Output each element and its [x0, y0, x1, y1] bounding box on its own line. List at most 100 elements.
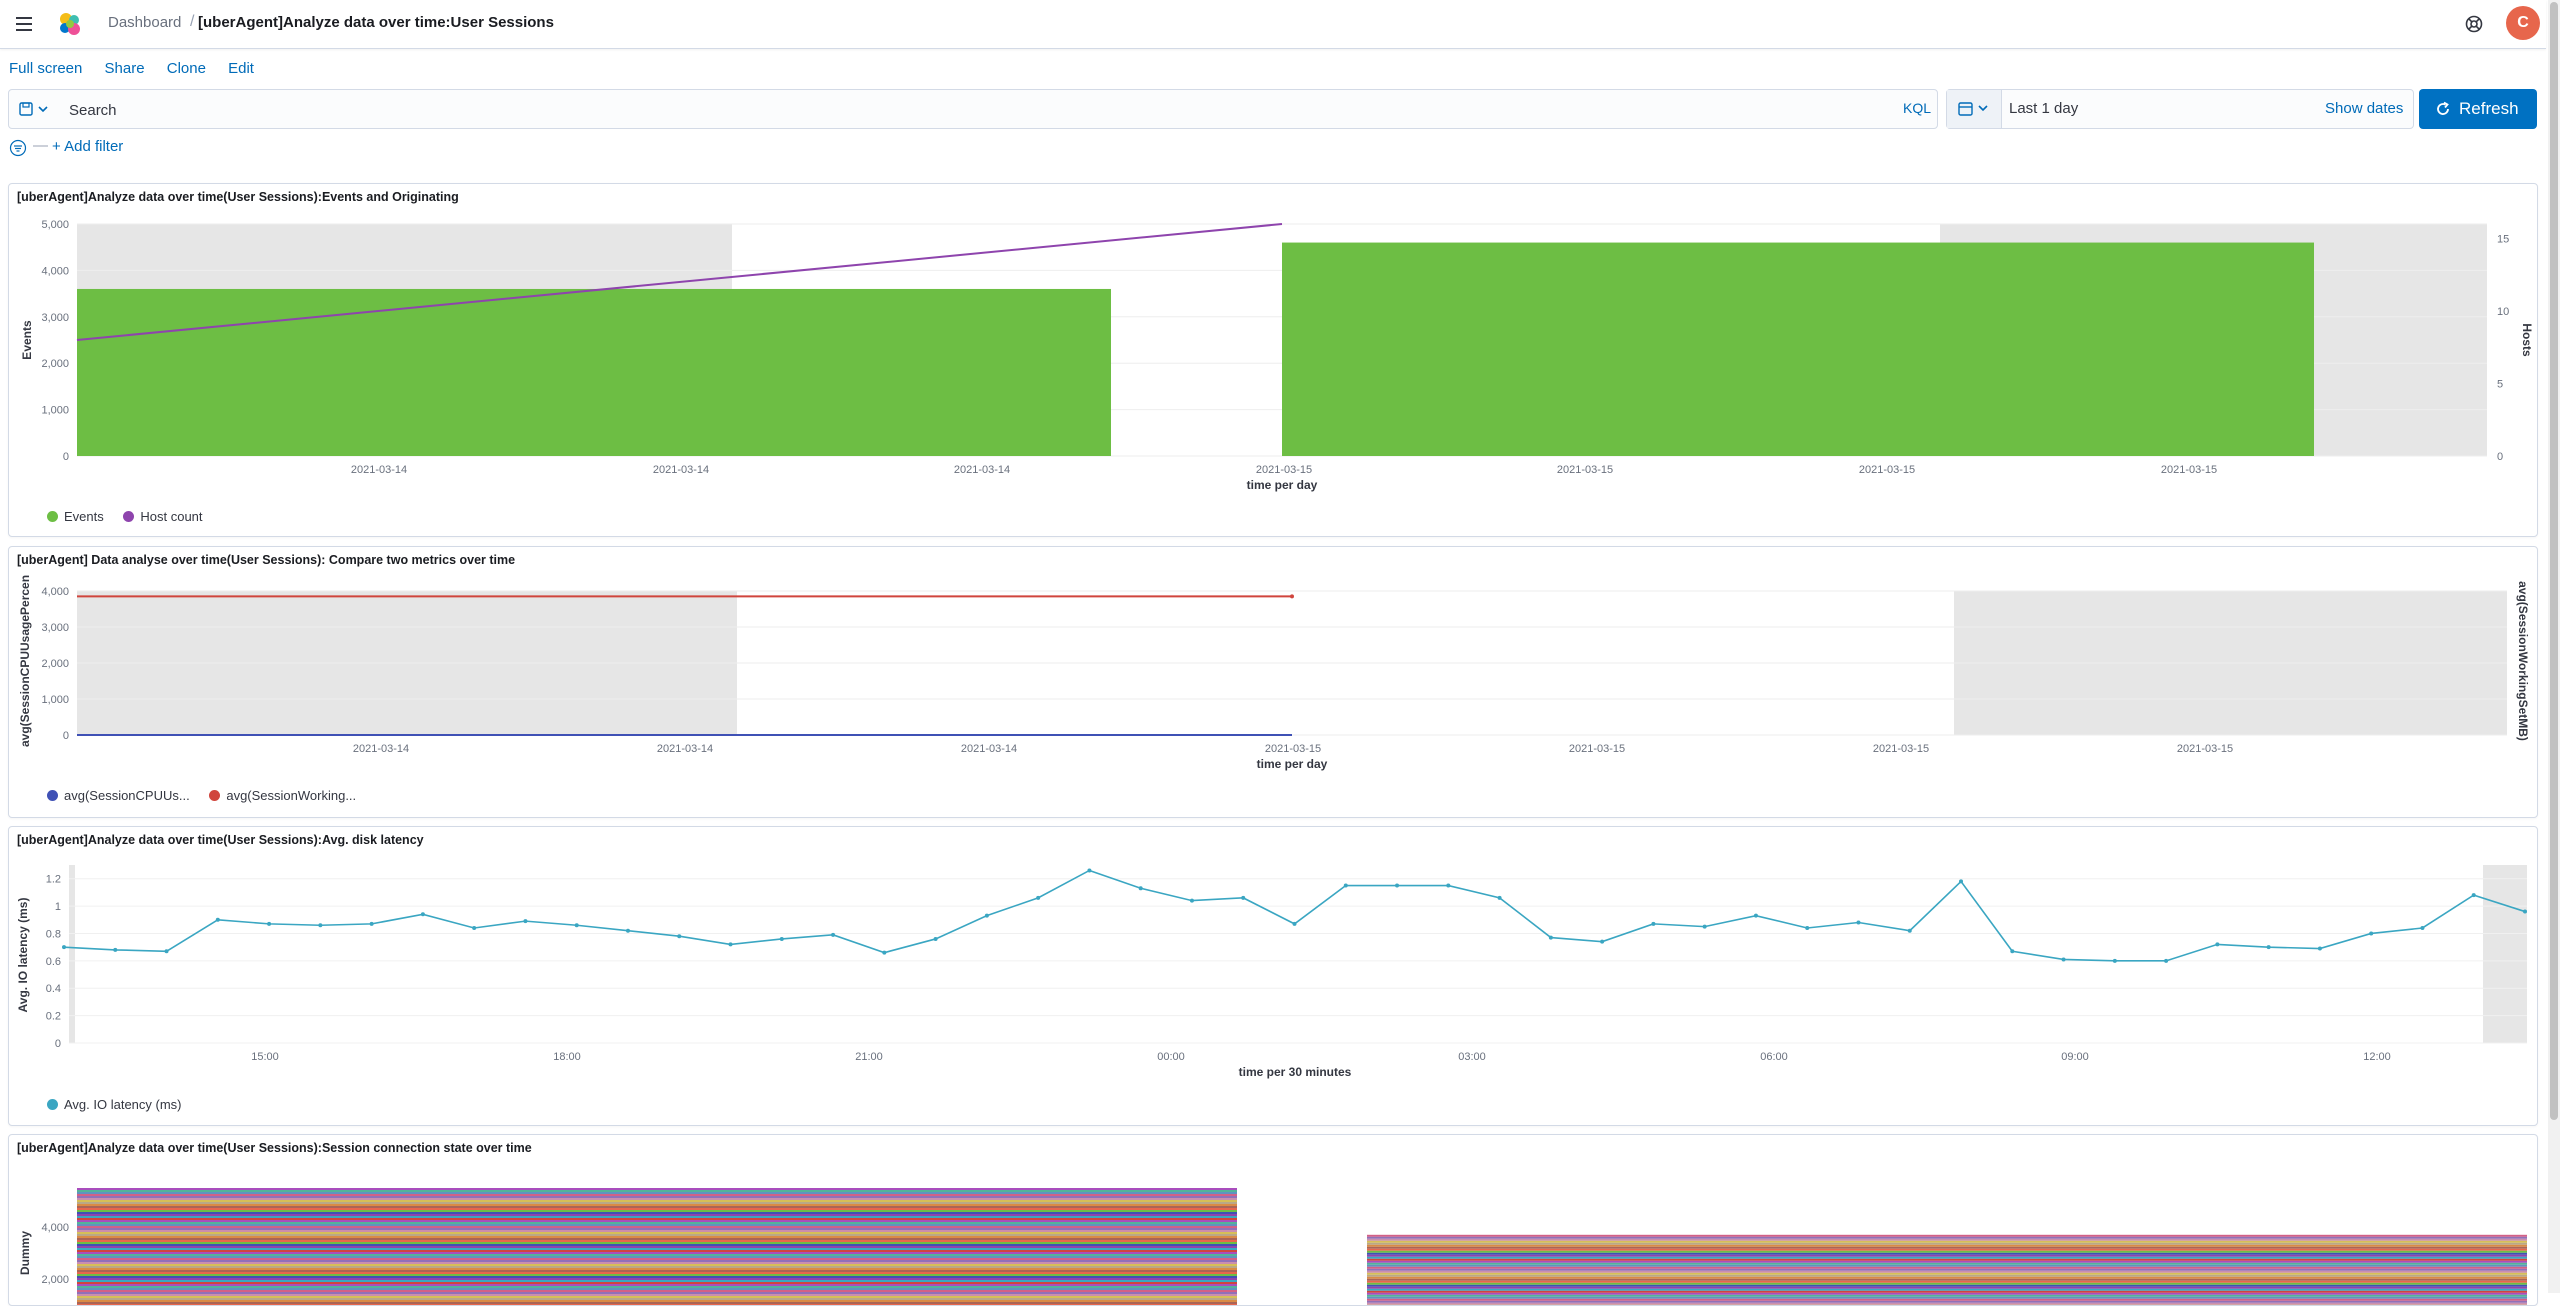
y-tick-label: 4,000	[41, 586, 69, 598]
partial-bucket-shade	[2483, 865, 2527, 1043]
filter-options-icon[interactable]	[9, 139, 27, 157]
stacked-segment	[1367, 1245, 2527, 1247]
breadcrumb-separator: /	[190, 13, 194, 31]
full-screen-link[interactable]: Full screen	[9, 60, 82, 77]
stacked-segment	[77, 1204, 1237, 1206]
saved-query-icon[interactable]	[17, 100, 53, 118]
point-io-latency	[523, 919, 527, 923]
stacked-segment	[1367, 1297, 2527, 1299]
y-axis-title: Events	[20, 320, 34, 360]
stacked-segment	[1367, 1239, 2527, 1241]
point-io-latency	[1293, 922, 1297, 926]
legend-item-io-latency[interactable]: Avg. IO latency (ms)	[47, 1097, 182, 1112]
x-tick-label: 2021-03-14	[657, 743, 713, 755]
stacked-segment	[77, 1248, 1237, 1250]
stacked-segment	[77, 1246, 1237, 1248]
point-io-latency	[1856, 921, 1860, 925]
add-filter-button[interactable]: + Add filter	[52, 138, 123, 155]
point-io-latency	[1549, 936, 1553, 940]
point-io-latency	[626, 929, 630, 933]
x-tick-label: 2021-03-14	[353, 743, 409, 755]
point-io-latency	[1651, 922, 1655, 926]
scrollbar-thumb[interactable]	[2550, 2, 2558, 1120]
y-tick-label: 1.2	[46, 874, 61, 886]
search-input[interactable]	[67, 96, 1871, 124]
stacked-segment	[77, 1212, 1237, 1214]
kql-toggle[interactable]: KQL	[1903, 100, 1931, 116]
stacked-segment	[1367, 1283, 2527, 1285]
legend-item-cpu[interactable]: avg(SessionCPUUs...	[47, 788, 190, 803]
chart-legend: Avg. IO latency (ms)	[47, 1097, 198, 1112]
quick-select-button[interactable]	[1947, 90, 2002, 128]
stacked-segment	[77, 1208, 1237, 1210]
stacked-segment	[77, 1214, 1237, 1216]
date-picker: Last 1 day Show dates	[1946, 89, 2414, 129]
stacked-segment	[77, 1298, 1237, 1300]
x-tick-label: 2021-03-15	[1569, 743, 1625, 755]
panel-compare-metrics: [uberAgent] Data analyse over time(User …	[8, 546, 2538, 818]
stacked-segment	[77, 1300, 1237, 1302]
help-icon[interactable]	[2464, 14, 2484, 34]
y-tick-label: 1,000	[41, 694, 69, 706]
events-chart: 01,0002,0003,0004,0005,0000510152021-03-…	[9, 184, 2537, 536]
point-io-latency	[318, 923, 322, 927]
stacked-segment	[77, 1272, 1237, 1274]
legend-item-working-set[interactable]: avg(SessionWorking...	[209, 788, 356, 803]
x-tick-label: 2021-03-15	[1256, 464, 1312, 476]
share-link[interactable]: Share	[105, 60, 145, 77]
y-tick-label: 3,000	[41, 622, 69, 634]
x-tick-label: 2021-03-14	[351, 464, 407, 476]
stacked-segment	[1367, 1253, 2527, 1255]
menu-icon[interactable]	[14, 14, 34, 34]
legend-item-host-count[interactable]: Host count	[123, 509, 202, 524]
calendar-icon	[1947, 90, 2001, 128]
legend-label: Avg. IO latency (ms)	[64, 1097, 182, 1112]
top-header: Dashboard / [uberAgent]Analyze data over…	[0, 0, 2546, 49]
legend-item-events[interactable]: Events	[47, 509, 104, 524]
legend-dot	[123, 511, 134, 522]
stacked-segment	[1367, 1279, 2527, 1281]
point-io-latency	[2420, 926, 2424, 930]
stacked-segment	[77, 1256, 1237, 1258]
y-tick-label: 0	[55, 1038, 61, 1050]
stacked-segment	[1367, 1299, 2527, 1301]
stacked-segment	[1367, 1251, 2527, 1253]
point-io-latency	[1703, 925, 1707, 929]
stacked-segment	[77, 1302, 1237, 1304]
stacked-segment	[77, 1232, 1237, 1234]
y-tick-label: 2,000	[41, 658, 69, 670]
x-axis-title: time per 30 minutes	[1239, 1065, 1352, 1079]
show-dates-link[interactable]: Show dates	[2325, 100, 2403, 117]
refresh-label: Refresh	[2459, 99, 2519, 119]
x-tick-label: 2021-03-15	[1265, 743, 1321, 755]
point-io-latency	[2369, 931, 2373, 935]
stacked-segment	[1367, 1285, 2527, 1287]
legend-dot	[47, 511, 58, 522]
stacked-segment	[77, 1276, 1237, 1278]
breadcrumb-dashboard[interactable]: Dashboard	[108, 14, 181, 31]
y-axis-title: Avg. IO latency (ms)	[16, 898, 30, 1013]
y-tick-label: 2,000	[41, 1274, 69, 1286]
stacked-segment	[77, 1198, 1237, 1200]
refresh-button[interactable]: Refresh	[2419, 89, 2537, 129]
legend-dot	[47, 1099, 58, 1110]
legend-dot	[47, 790, 58, 801]
point-io-latency	[472, 926, 476, 930]
point-io-latency	[1139, 886, 1143, 890]
elastic-logo[interactable]	[56, 10, 84, 38]
y-axis-title: avg(SessionCPUUsagePercen	[18, 575, 32, 747]
legend-dot	[209, 790, 220, 801]
stacked-segment	[77, 1262, 1237, 1264]
clone-link[interactable]: Clone	[167, 60, 206, 77]
stacked-segment	[1367, 1235, 2527, 1237]
date-range-label[interactable]: Last 1 day	[2009, 100, 2078, 117]
user-avatar[interactable]: C	[2506, 6, 2540, 40]
edit-link[interactable]: Edit	[228, 60, 254, 77]
y-tick-label: 0.2	[46, 1011, 61, 1023]
stacked-segment	[77, 1290, 1237, 1292]
stacked-segment	[1367, 1241, 2527, 1243]
stacked-segment	[1367, 1243, 2527, 1245]
stacked-segment	[1367, 1293, 2527, 1295]
stacked-segment	[1367, 1255, 2527, 1257]
stacked-segment	[77, 1216, 1237, 1218]
